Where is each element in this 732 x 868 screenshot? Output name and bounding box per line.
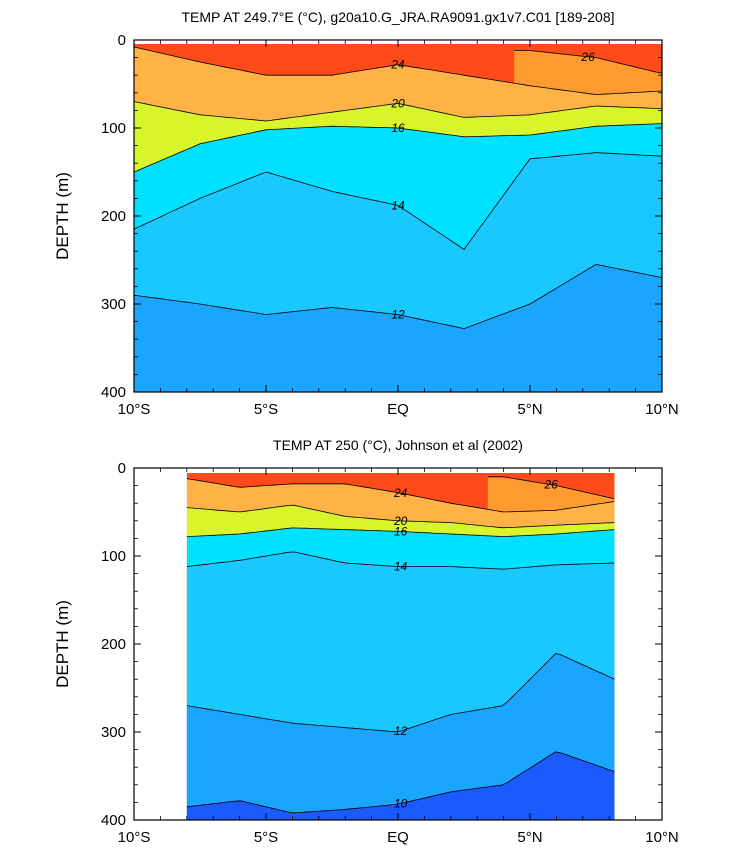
band-below-12 xyxy=(186,653,615,820)
band-below-12 xyxy=(134,264,662,392)
isotherm-12 xyxy=(186,653,615,733)
y-tick-label: 100 xyxy=(101,120,126,137)
isotherm-10 xyxy=(186,751,615,814)
contour-label-24: 24 xyxy=(390,58,405,72)
x-tick-label: 5°N xyxy=(517,829,542,846)
x-tick-label: 10°N xyxy=(645,401,679,418)
x-tick-label: 10°S xyxy=(118,401,151,418)
contour-label-10: 10 xyxy=(394,797,408,811)
x-tick-label: 10°N xyxy=(645,829,679,846)
chart-panel-1: TEMP AT 249.7°E (°C), g20a10.G_JRA.RA909… xyxy=(53,9,679,418)
x-tick-label: 5°S xyxy=(254,829,278,846)
contour-label-12: 12 xyxy=(391,308,405,322)
y-tick-label: 0 xyxy=(118,460,126,477)
y-tick-label: 200 xyxy=(101,208,126,225)
x-tick-label: EQ xyxy=(387,401,409,418)
isotherm-14 xyxy=(186,551,615,570)
contour-label-26: 26 xyxy=(580,50,595,64)
isotherm-24 xyxy=(134,46,662,96)
y-tick-label: 300 xyxy=(101,724,126,741)
contour-label-12: 12 xyxy=(394,724,408,738)
isotherm-26 xyxy=(514,50,662,74)
contour-label-16: 16 xyxy=(394,524,408,538)
isotherm-24 xyxy=(186,478,615,513)
y-tick-label: 400 xyxy=(101,384,126,401)
y-tick-label: 0 xyxy=(118,32,126,49)
y-tick-label: 400 xyxy=(101,812,126,829)
y-tick-label: 200 xyxy=(101,636,126,653)
temperature-field: 26 24 20 16 14 12 xyxy=(134,44,662,392)
band-below-10 xyxy=(186,751,615,820)
y-axis-label: DEPTH (m) xyxy=(53,172,72,260)
isotherm-20 xyxy=(134,101,662,122)
isotherm-12 xyxy=(134,263,662,330)
isotherm-20 xyxy=(186,504,615,529)
contour-label-26: 26 xyxy=(543,478,558,492)
chart-title: TEMP AT 250 (°C), Johnson et al (2002) xyxy=(273,437,523,453)
contour-label-14: 14 xyxy=(394,560,408,574)
x-tick-label: EQ xyxy=(387,829,409,846)
y-tick-label: 300 xyxy=(101,296,126,313)
y-axis-label: DEPTH (m) xyxy=(53,600,72,688)
x-tick-label: 5°S xyxy=(254,401,278,418)
isotherm-16 xyxy=(186,527,615,538)
y-tick-label: 100 xyxy=(101,548,126,565)
contour-label-14: 14 xyxy=(391,198,405,212)
isotherm-26 xyxy=(487,476,615,500)
contour-label-16: 16 xyxy=(391,121,405,135)
x-tick-label: 5°N xyxy=(517,401,542,418)
contour-label-20: 20 xyxy=(393,514,408,528)
isotherm-16 xyxy=(134,123,662,173)
chart-title: TEMP AT 249.7°E (°C), g20a10.G_JRA.RA909… xyxy=(182,9,615,25)
x-tick-label: 10°S xyxy=(118,829,151,846)
contour-label-24: 24 xyxy=(393,486,408,500)
contour-label-20: 20 xyxy=(390,96,405,110)
chart-panel-2: TEMP AT 250 (°C), Johnson et al (2002) 26… xyxy=(53,437,679,846)
isotherm-14 xyxy=(134,152,662,250)
